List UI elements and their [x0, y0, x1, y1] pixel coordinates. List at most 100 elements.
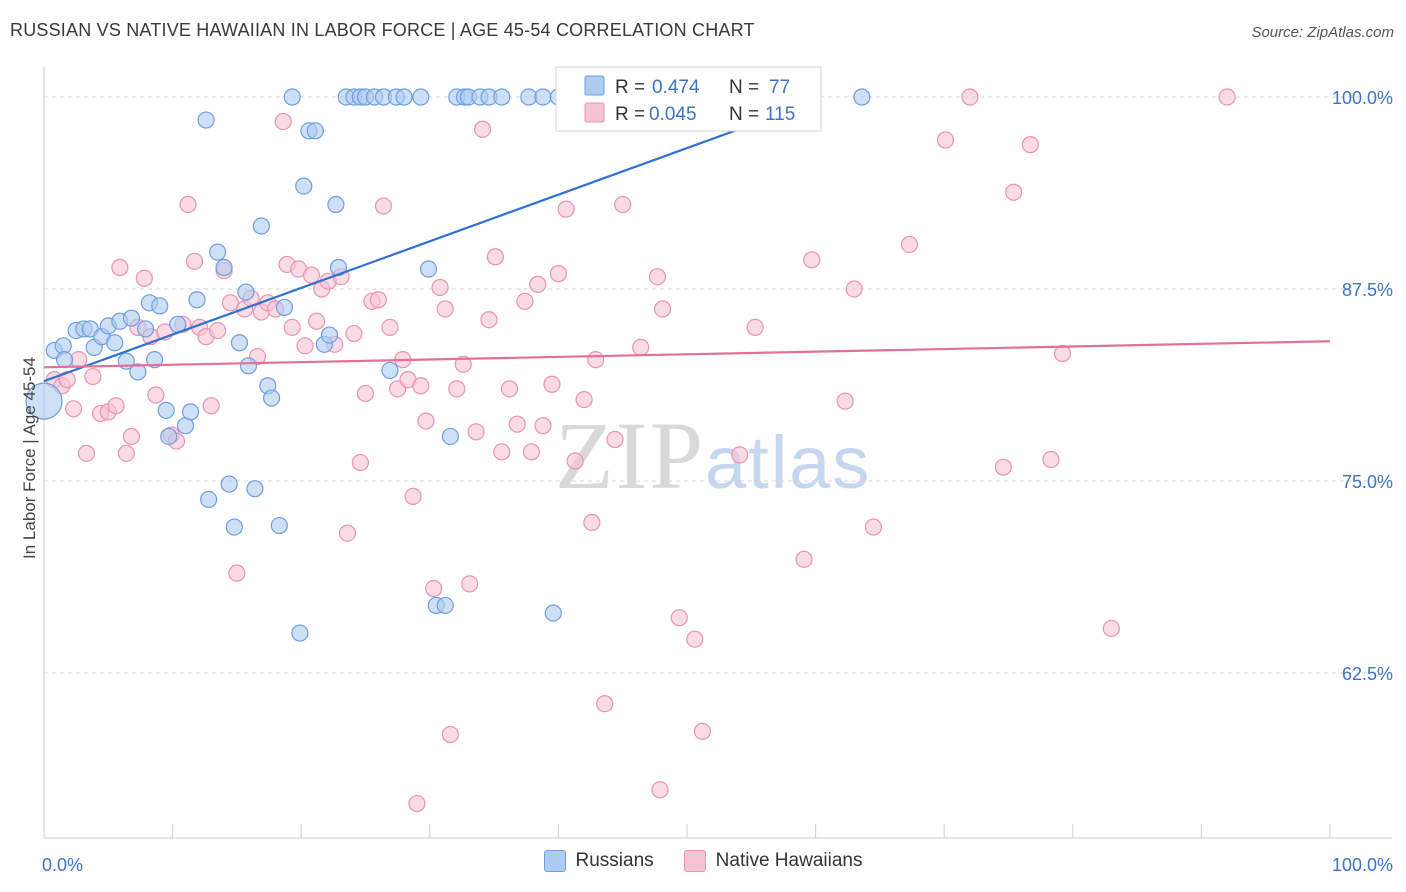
russians-point	[853, 88, 871, 106]
legend-item-native-hawaiians[interactable]: Native Hawaiians	[683, 850, 863, 872]
native-hawaiians-point	[185, 252, 204, 270]
russians-point	[136, 320, 155, 338]
native-hawaiians-point	[135, 269, 153, 287]
native-hawaiians-point	[486, 248, 504, 266]
bottom-legend: Russians Native Hawaiians	[0, 850, 1406, 872]
native-hawaiians-point	[803, 251, 821, 269]
native-hawaiians-point	[516, 292, 534, 310]
native-hawaiians-point	[549, 265, 568, 283]
native-hawaiians-point	[900, 235, 919, 254]
native-hawaiians-point	[408, 794, 426, 813]
russians-n-label: N =	[729, 77, 759, 98]
hawaiians-legend-label: Native Hawaiians	[715, 850, 863, 871]
trend-lines	[43, 114, 1331, 383]
russians-point	[395, 88, 413, 106]
russians-point	[263, 389, 281, 407]
native-hawaiians-point	[374, 197, 393, 215]
russians-point	[252, 217, 270, 235]
native-hawaiians-point	[587, 351, 605, 369]
russians-r-value: 0.474	[652, 77, 700, 98]
native-hawaiians-point	[228, 564, 246, 582]
native-hawaiians-point	[845, 280, 863, 298]
native-hawaiians-point	[1218, 88, 1236, 106]
native-hawaiians-point	[417, 412, 435, 430]
native-hawaiians-point	[467, 423, 485, 441]
native-hawaiians-point	[1042, 450, 1060, 469]
hawaiians-n-value: 115	[765, 104, 795, 125]
russians-point	[441, 427, 459, 446]
russians-point	[151, 297, 169, 315]
native-hawaiians-point	[596, 695, 614, 713]
native-hawaiians-point	[583, 513, 601, 532]
russians-point	[246, 480, 264, 498]
native-hawaiians-point	[302, 266, 321, 284]
russians-point	[544, 604, 562, 622]
watermark-atlas: atlas	[705, 421, 872, 504]
native-hawaiians-point	[107, 397, 125, 415]
russians-point	[188, 291, 206, 309]
native-hawaiians-point	[994, 458, 1012, 476]
native-hawaiians-point	[454, 355, 472, 373]
native-hawaiians-point	[670, 609, 688, 627]
native-hawaiians-point	[686, 630, 704, 648]
native-hawaiians-point	[1102, 619, 1120, 638]
axes	[43, 67, 1392, 839]
russians-n-value: 77	[769, 77, 790, 98]
native-hawaiians-point	[500, 380, 519, 398]
native-hawaiians-point	[961, 88, 979, 106]
stats-legend: R = 0.474 N = 77 R = 0.045 N = 115	[555, 66, 822, 132]
russians-point	[419, 260, 438, 278]
legend-item-russians[interactable]: Russians	[543, 850, 654, 872]
native-hawaiians-point	[351, 453, 369, 472]
russians-r-label: R =	[615, 77, 645, 98]
russians-point	[295, 177, 313, 195]
native-hawaiians-point	[345, 324, 363, 343]
russians-point	[320, 326, 339, 344]
russians-point	[239, 357, 258, 375]
native-hawaiians-point	[653, 300, 672, 318]
russians-point	[182, 403, 200, 421]
x-tick-label-min: 0.0%	[42, 855, 83, 875]
russians-point	[129, 363, 147, 381]
native-hawaiians-point	[147, 386, 165, 404]
native-hawaiians-point	[614, 195, 632, 214]
native-hawaiians-point	[441, 725, 459, 744]
russians-point	[534, 88, 552, 106]
russians-point	[145, 351, 164, 369]
y-tick-label: 62.5%	[1342, 664, 1393, 684]
russians-point	[25, 382, 63, 420]
russians-point	[327, 195, 345, 214]
russians-point	[106, 334, 124, 352]
native-hawaiians-point	[221, 294, 240, 312]
y-axis-label: In Labor Force | Age 45-54	[20, 357, 39, 559]
russians-point	[493, 88, 511, 106]
native-hawaiians-point	[117, 444, 135, 462]
native-hawaiians-point	[111, 258, 129, 277]
native-hawaiians-point	[648, 268, 667, 286]
native-hawaiians-point	[436, 300, 454, 318]
native-hawaiians-point	[575, 390, 593, 409]
native-hawaiians-point	[566, 452, 584, 470]
russians-point	[55, 351, 74, 369]
russians-point	[270, 516, 288, 535]
tick-labels: 62.5% 75.0% 87.5% 100.0% 0.0% 100.0%	[42, 88, 1393, 875]
hawaiians-r-label: R =	[615, 104, 645, 125]
native-hawaiians-point	[202, 397, 220, 415]
native-hawaiians-point	[522, 443, 540, 461]
native-hawaiians-point	[836, 392, 854, 410]
native-hawaiians-point	[274, 112, 292, 131]
native-hawaiians-point	[543, 375, 561, 393]
native-hawaiians-point	[795, 550, 813, 568]
native-hawaiians-point	[508, 415, 526, 433]
native-hawaiians-point	[746, 318, 764, 336]
native-hawaiians-point	[412, 377, 430, 395]
source-label: Source: ZipAtlas.com	[1251, 24, 1394, 41]
native-hawaiians-point	[369, 291, 387, 309]
russians-point	[237, 283, 255, 301]
native-hawaiians-point	[122, 427, 141, 446]
native-hawaiians-point	[404, 487, 422, 505]
russians-legend-swatch	[543, 850, 566, 872]
native-hawaiians-point	[179, 195, 197, 214]
russians-swatch	[584, 75, 605, 96]
